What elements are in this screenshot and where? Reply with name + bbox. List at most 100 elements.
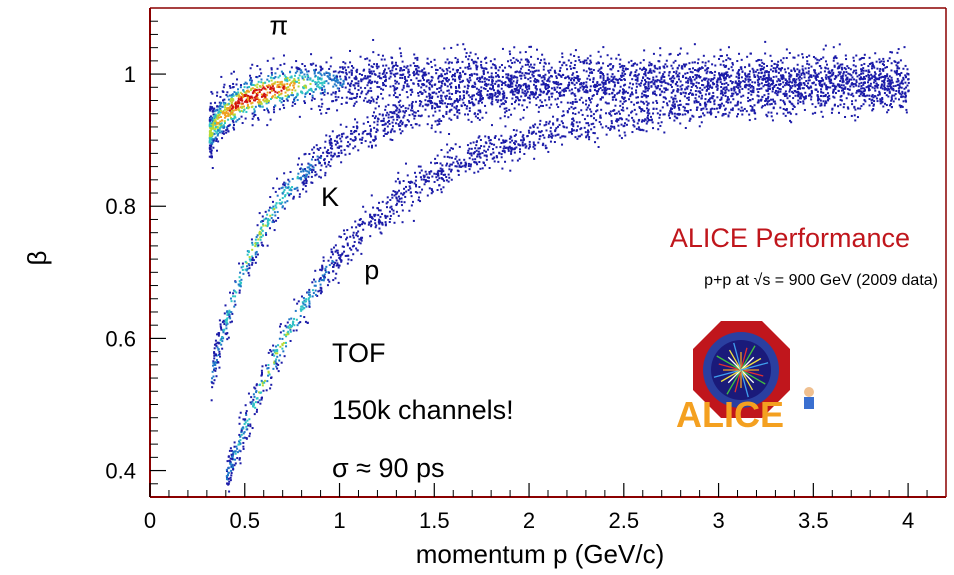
scatter-point <box>552 123 555 126</box>
scatter-point <box>690 85 693 88</box>
scatter-point <box>505 110 508 113</box>
scatter-point <box>425 95 428 98</box>
scatter-point <box>243 83 246 86</box>
scatter-point <box>578 98 581 101</box>
scatter-point <box>264 95 267 98</box>
scatter-point <box>636 77 639 80</box>
scatter-point <box>691 61 694 64</box>
scatter-point <box>302 86 305 89</box>
scatter-point <box>454 79 457 82</box>
scatter-point <box>582 86 585 89</box>
scatter-point <box>215 138 218 141</box>
scatter-point <box>532 83 535 86</box>
scatter-point <box>297 85 300 88</box>
scatter-point <box>630 111 633 114</box>
scatter-point <box>498 66 501 69</box>
scatter-point <box>820 85 823 88</box>
scatter-point <box>471 102 474 105</box>
scatter-point <box>542 82 545 85</box>
scatter-point <box>319 277 322 280</box>
scatter-point <box>548 96 551 99</box>
scatter-point <box>402 73 405 76</box>
scatter-point <box>433 91 436 94</box>
scatter-point <box>642 101 645 104</box>
scatter-point <box>822 95 825 98</box>
scatter-point <box>624 73 627 76</box>
scatter-point <box>566 111 569 114</box>
scatter-point <box>269 91 272 94</box>
scatter-point <box>842 106 845 109</box>
scatter-point <box>588 97 591 100</box>
scatter-point <box>862 77 865 80</box>
scatter-point <box>707 87 710 90</box>
scatter-point <box>522 108 525 111</box>
scatter-point <box>335 259 338 262</box>
scatter-point <box>805 71 808 74</box>
scatter-point <box>227 125 230 128</box>
scatter-point <box>861 68 864 71</box>
scatter-point <box>624 99 627 102</box>
scatter-point <box>280 80 283 83</box>
scatter-point <box>472 62 475 65</box>
scatter-point <box>481 80 484 83</box>
scatter-point <box>855 72 858 75</box>
scatter-point <box>566 110 569 113</box>
scatter-point <box>252 115 255 118</box>
scatter-point <box>259 238 262 241</box>
scatter-point <box>683 109 686 112</box>
scatter-point <box>907 81 910 84</box>
scatter-point <box>776 65 779 68</box>
scatter-point <box>770 102 773 105</box>
scatter-point <box>393 64 396 67</box>
scatter-point <box>366 57 369 60</box>
scatter-point <box>210 137 213 140</box>
scatter-point <box>372 100 375 103</box>
scatter-point <box>216 114 219 117</box>
scatter-point <box>595 62 598 65</box>
scatter-point <box>490 88 493 91</box>
scatter-point <box>233 300 236 303</box>
scatter-point <box>711 81 714 84</box>
scatter-point <box>209 132 212 135</box>
scatter-point <box>762 68 765 71</box>
scatter-point <box>739 85 742 88</box>
scatter-point <box>570 131 573 134</box>
scatter-point <box>261 84 264 87</box>
scatter-point <box>279 345 282 348</box>
scatter-point <box>844 86 847 89</box>
scatter-point <box>341 71 344 74</box>
scatter-point <box>336 75 339 78</box>
scatter-point <box>314 74 317 77</box>
scatter-point <box>445 78 448 81</box>
scatter-point <box>459 95 462 98</box>
scatter-point <box>602 85 605 88</box>
scatter-point <box>212 140 215 143</box>
scatter-point <box>369 71 372 74</box>
scatter-point <box>535 104 538 107</box>
scatter-point <box>328 72 331 75</box>
scatter-point <box>446 85 449 88</box>
scatter-point <box>339 78 342 81</box>
scatter-point <box>603 91 606 94</box>
scatter-point <box>230 104 233 107</box>
scatter-point <box>500 64 503 67</box>
scatter-point <box>653 81 656 84</box>
scatter-point <box>582 88 585 91</box>
scatter-point <box>352 139 355 142</box>
scatter-point <box>817 72 820 75</box>
scatter-point <box>223 312 226 315</box>
scatter-point <box>860 77 863 80</box>
scatter-point <box>278 99 281 102</box>
scatter-point <box>569 101 572 104</box>
scatter-point <box>695 99 698 102</box>
scatter-point <box>359 55 362 58</box>
scatter-point <box>810 86 813 89</box>
scatter-point <box>520 58 523 61</box>
scatter-point <box>281 206 284 209</box>
scatter-point <box>733 89 736 92</box>
scatter-point <box>254 105 257 108</box>
scatter-point <box>501 150 504 153</box>
scatter-point <box>822 48 825 51</box>
scatter-point <box>601 89 604 92</box>
scatter-point <box>348 97 351 100</box>
